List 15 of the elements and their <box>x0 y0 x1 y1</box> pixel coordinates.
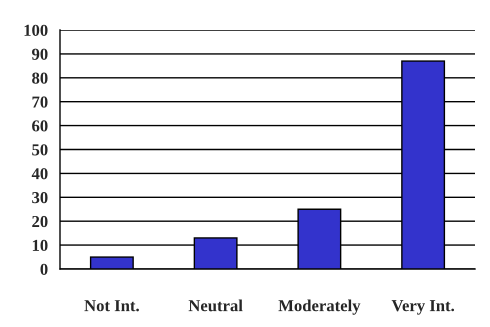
x-tick-label: Moderately <box>278 300 360 315</box>
y-tick-label: 30 <box>32 192 48 204</box>
y-tick-label: 50 <box>32 144 48 156</box>
x-tick-label: Not Int. <box>84 300 139 312</box>
y-tick-label: 70 <box>32 96 48 108</box>
y-tick-label: 40 <box>32 168 48 180</box>
y-tick-label: 60 <box>32 120 48 132</box>
y-tick-label: 80 <box>32 72 48 84</box>
x-tick-label: Neutral <box>188 300 243 312</box>
y-tick-label: 10 <box>32 240 48 252</box>
x-tick-label: Very Int. <box>392 300 454 315</box>
y-tick-label: 20 <box>32 216 48 228</box>
y-tick-label: 100 <box>24 24 48 36</box>
y-tick-label: 0 <box>40 264 48 275</box>
y-tick-label: 90 <box>32 48 48 60</box>
